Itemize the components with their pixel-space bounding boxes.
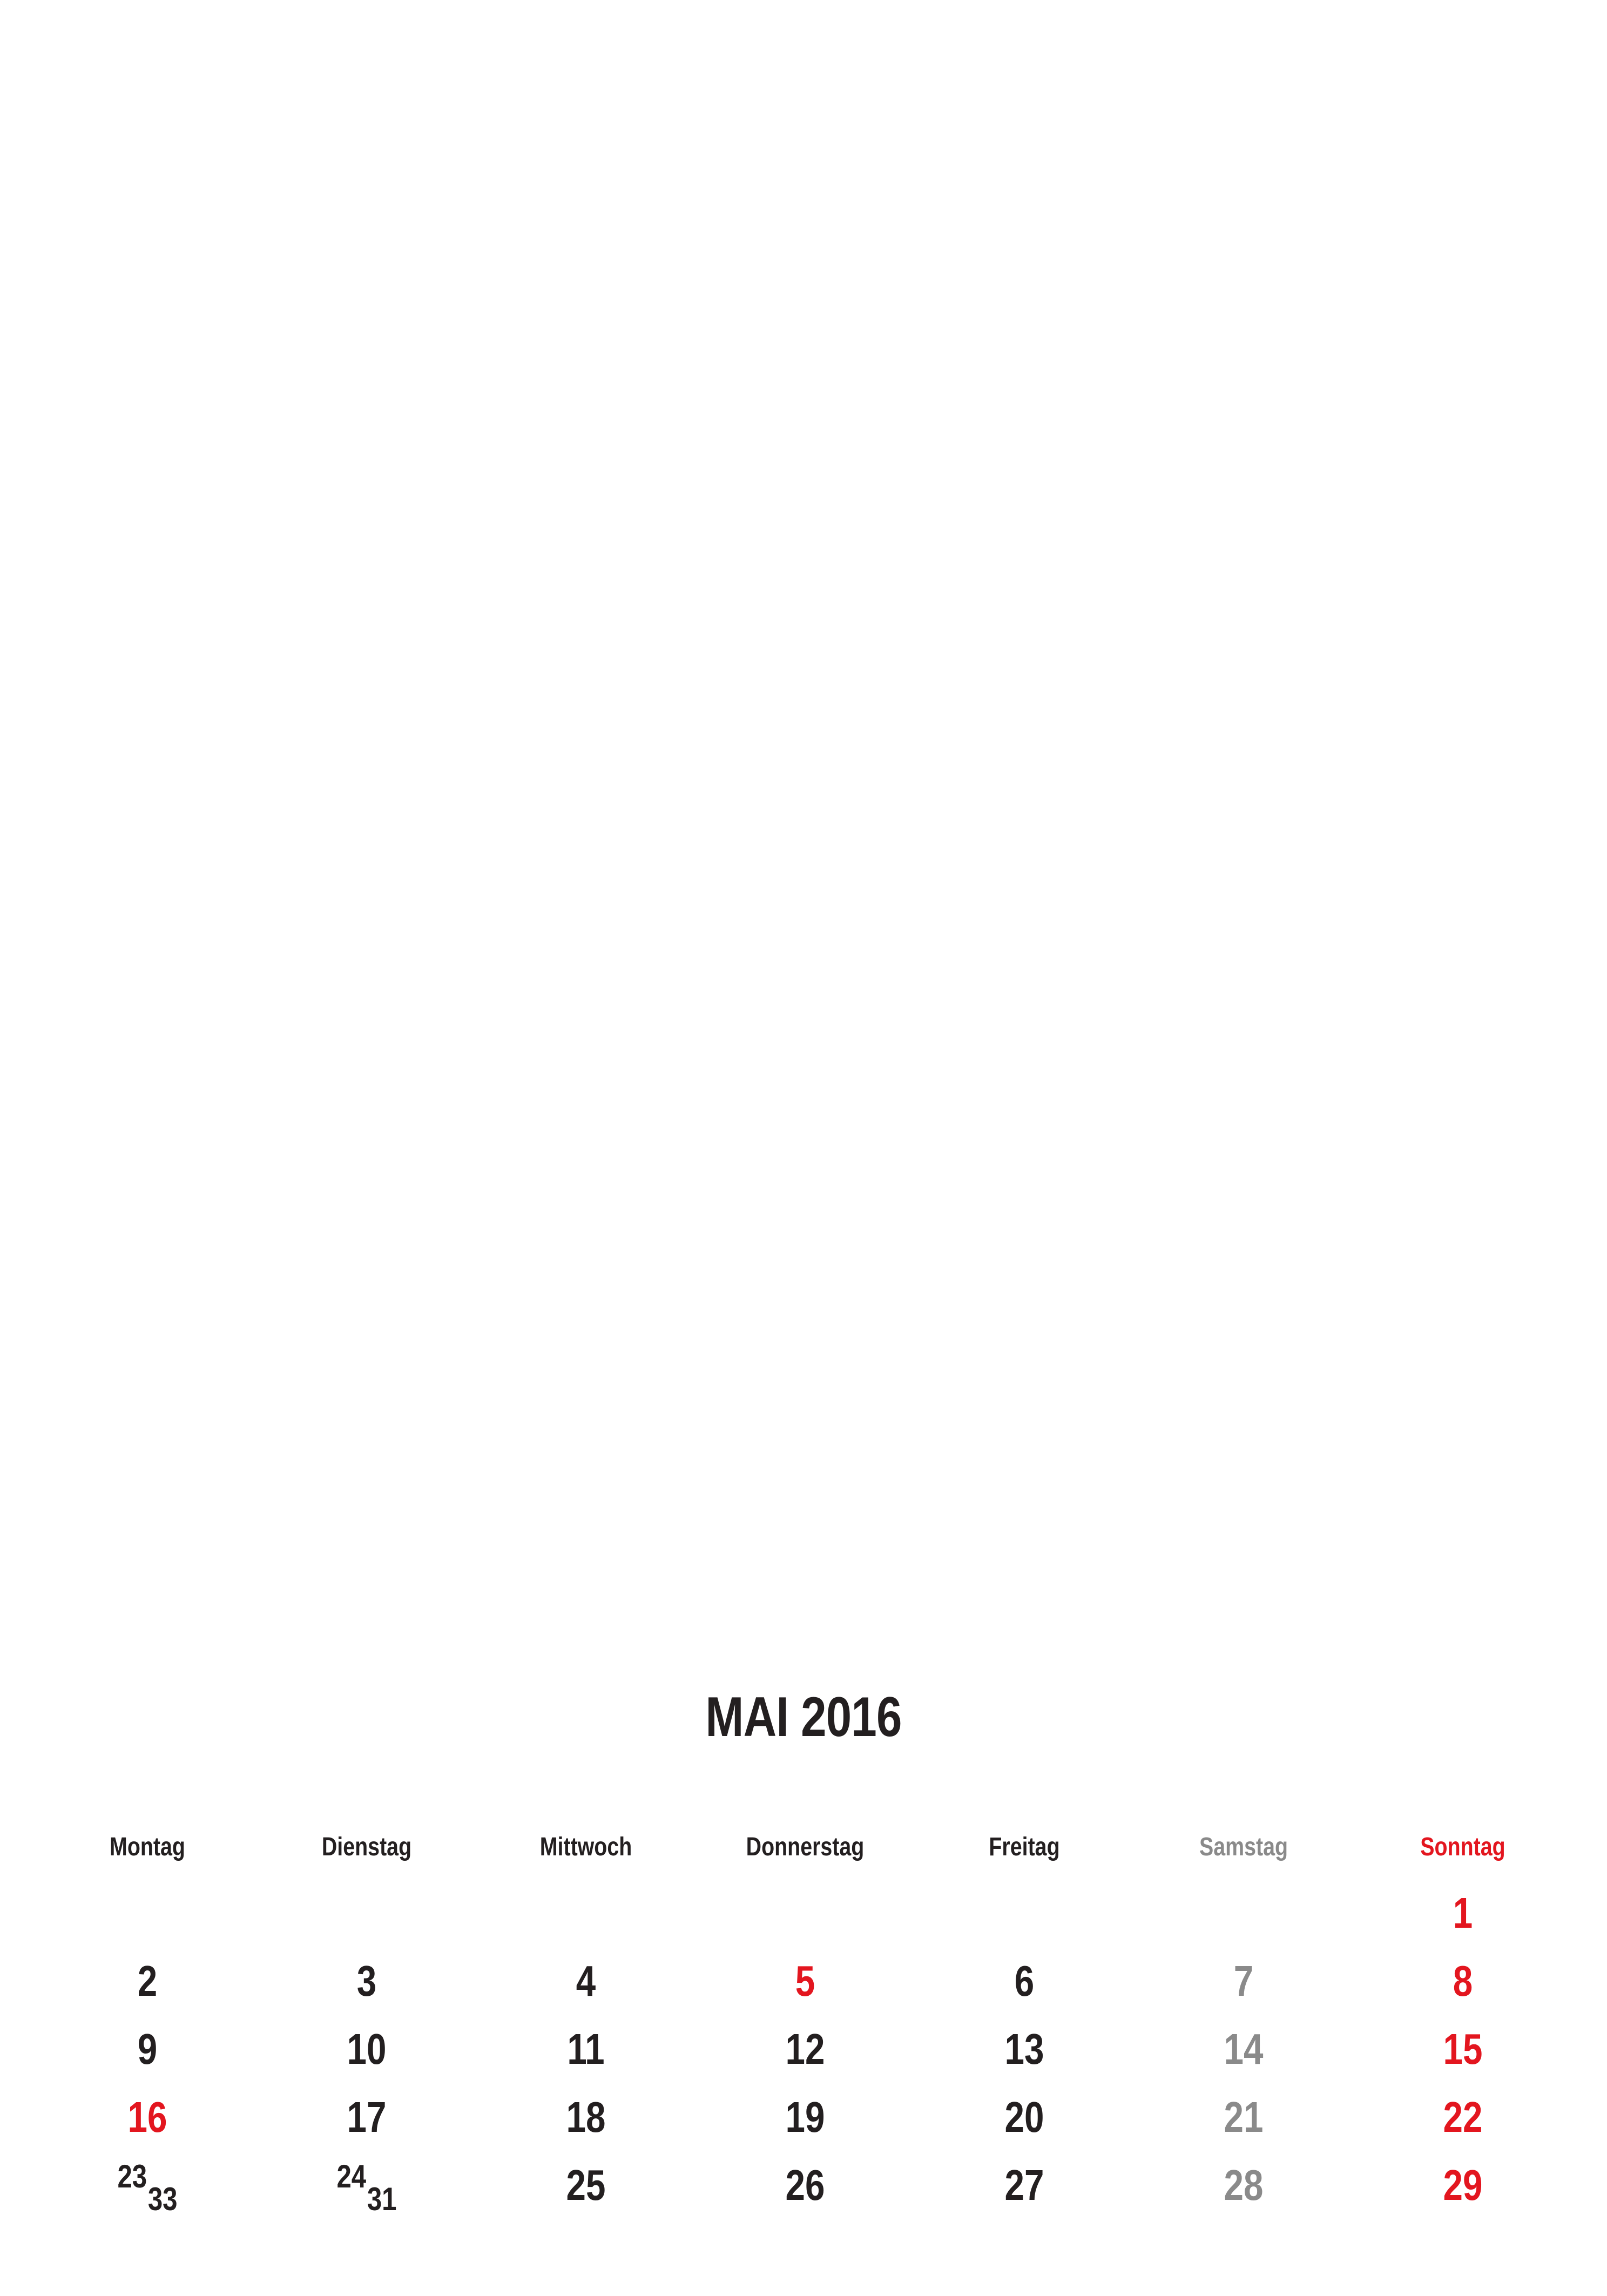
day-number: 19 — [785, 2093, 825, 2141]
day-number: 13 — [1004, 2025, 1044, 2073]
day-number: 22 — [1443, 2093, 1483, 2141]
weekday-monday: Montag — [110, 1832, 185, 1861]
day-number: 10 — [347, 2025, 387, 2073]
day-cell: 19 — [715, 2090, 895, 2144]
weekday-saturday: Samstag — [1199, 1832, 1288, 1861]
day-cell: 2431 — [277, 2157, 457, 2217]
day-cell: 12 — [715, 2022, 895, 2076]
day-cell: 11 — [496, 2022, 676, 2076]
week-row: 9 10 11 12 13 14 15 — [38, 2015, 1572, 2083]
week-row: 2 3 4 5 6 7 8 — [38, 1947, 1572, 2015]
day-number: 12 — [785, 2025, 825, 2073]
day-number: 3 — [356, 1957, 377, 2005]
day-number: 23 — [117, 2158, 147, 2194]
day-number: 18 — [566, 2093, 606, 2141]
weekday-header-row: Montag Dienstag Mittwoch Donnerstag Frei… — [38, 1814, 1572, 1879]
week-row: 16 17 18 19 20 21 22 — [38, 2083, 1572, 2151]
weekday-sunday: Sonntag — [1420, 1832, 1505, 1861]
day-number: 4 — [576, 1957, 596, 2005]
month-title: MAI 2016 — [705, 1686, 902, 1748]
day-number: 26 — [785, 2161, 825, 2209]
weeks-container: 1 2 3 4 5 6 7 8 9 10 11 12 13 14 15 16 17 18 19 20 21 22 2333 2… — [38, 1879, 1572, 2219]
day-cell: 7 — [1154, 1954, 1334, 2008]
day-cell: 15 — [1373, 2022, 1553, 2076]
weekday-thursday: Donnerstag — [746, 1832, 865, 1861]
day-cell: 14 — [1154, 2022, 1334, 2076]
day-cell: 2 — [58, 1954, 238, 2008]
day-cell: 28 — [1154, 2158, 1334, 2212]
day-number: 17 — [347, 2093, 387, 2141]
day-cell: 21 — [1154, 2090, 1334, 2144]
day-number: 14 — [1224, 2025, 1264, 2073]
day-number: 16 — [127, 2093, 167, 2141]
day-cell: 13 — [935, 2022, 1115, 2076]
day-number: 21 — [1224, 2093, 1264, 2141]
day-number: 28 — [1224, 2161, 1264, 2209]
shared-day-number: 31 — [367, 2180, 397, 2217]
day-number: 29 — [1443, 2161, 1483, 2209]
day-cell: 20 — [935, 2090, 1115, 2144]
day-cell: 18 — [496, 2090, 676, 2144]
day-number: 15 — [1443, 2025, 1483, 2073]
day-number: 11 — [567, 2025, 605, 2073]
day-cell: 17 — [277, 2090, 457, 2144]
day-number: 5 — [795, 1957, 815, 2005]
day-cell: 22 — [1373, 2090, 1553, 2144]
day-number: 25 — [566, 2161, 606, 2209]
day-number: 27 — [1004, 2161, 1044, 2209]
day-cell: 10 — [277, 2022, 457, 2076]
day-cell: 27 — [935, 2158, 1115, 2212]
week-row: 2333 2431 25 26 27 28 29 — [38, 2151, 1572, 2219]
day-cell: 5 — [715, 1954, 895, 2008]
day-cell: 4 — [496, 1954, 676, 2008]
day-number: 2 — [137, 1957, 158, 2005]
day-cell: 6 — [935, 1954, 1115, 2008]
day-number: 1 — [1453, 1889, 1473, 1937]
day-cell: 26 — [715, 2158, 895, 2212]
day-cell: 25 — [496, 2158, 676, 2212]
day-number: 6 — [1014, 1957, 1035, 2005]
day-cell: 16 — [58, 2090, 238, 2144]
weekday-friday: Freitag — [989, 1832, 1060, 1861]
day-number: 20 — [1004, 2093, 1044, 2141]
week-row: 1 — [38, 1879, 1572, 1947]
day-cell: 3 — [277, 1954, 457, 2008]
day-cell: 29 — [1373, 2158, 1553, 2212]
day-cell: 1 — [1373, 1886, 1553, 1940]
calendar-grid: Montag Dienstag Mittwoch Donnerstag Frei… — [38, 1814, 1572, 2219]
shared-day-number: 33 — [147, 2180, 178, 2217]
day-cell: 9 — [58, 2022, 238, 2076]
day-number: 7 — [1233, 1957, 1254, 2005]
day-number: 24 — [336, 2158, 367, 2194]
weekday-wednesday: Mittwoch — [539, 1832, 632, 1861]
day-number: 9 — [137, 2025, 158, 2073]
day-number: 8 — [1453, 1957, 1473, 2005]
day-cell: 8 — [1373, 1954, 1553, 2008]
day-cell: 2333 — [58, 2157, 238, 2217]
weekday-tuesday: Dienstag — [321, 1832, 412, 1861]
photo-placeholder-area — [0, 0, 1607, 1647]
